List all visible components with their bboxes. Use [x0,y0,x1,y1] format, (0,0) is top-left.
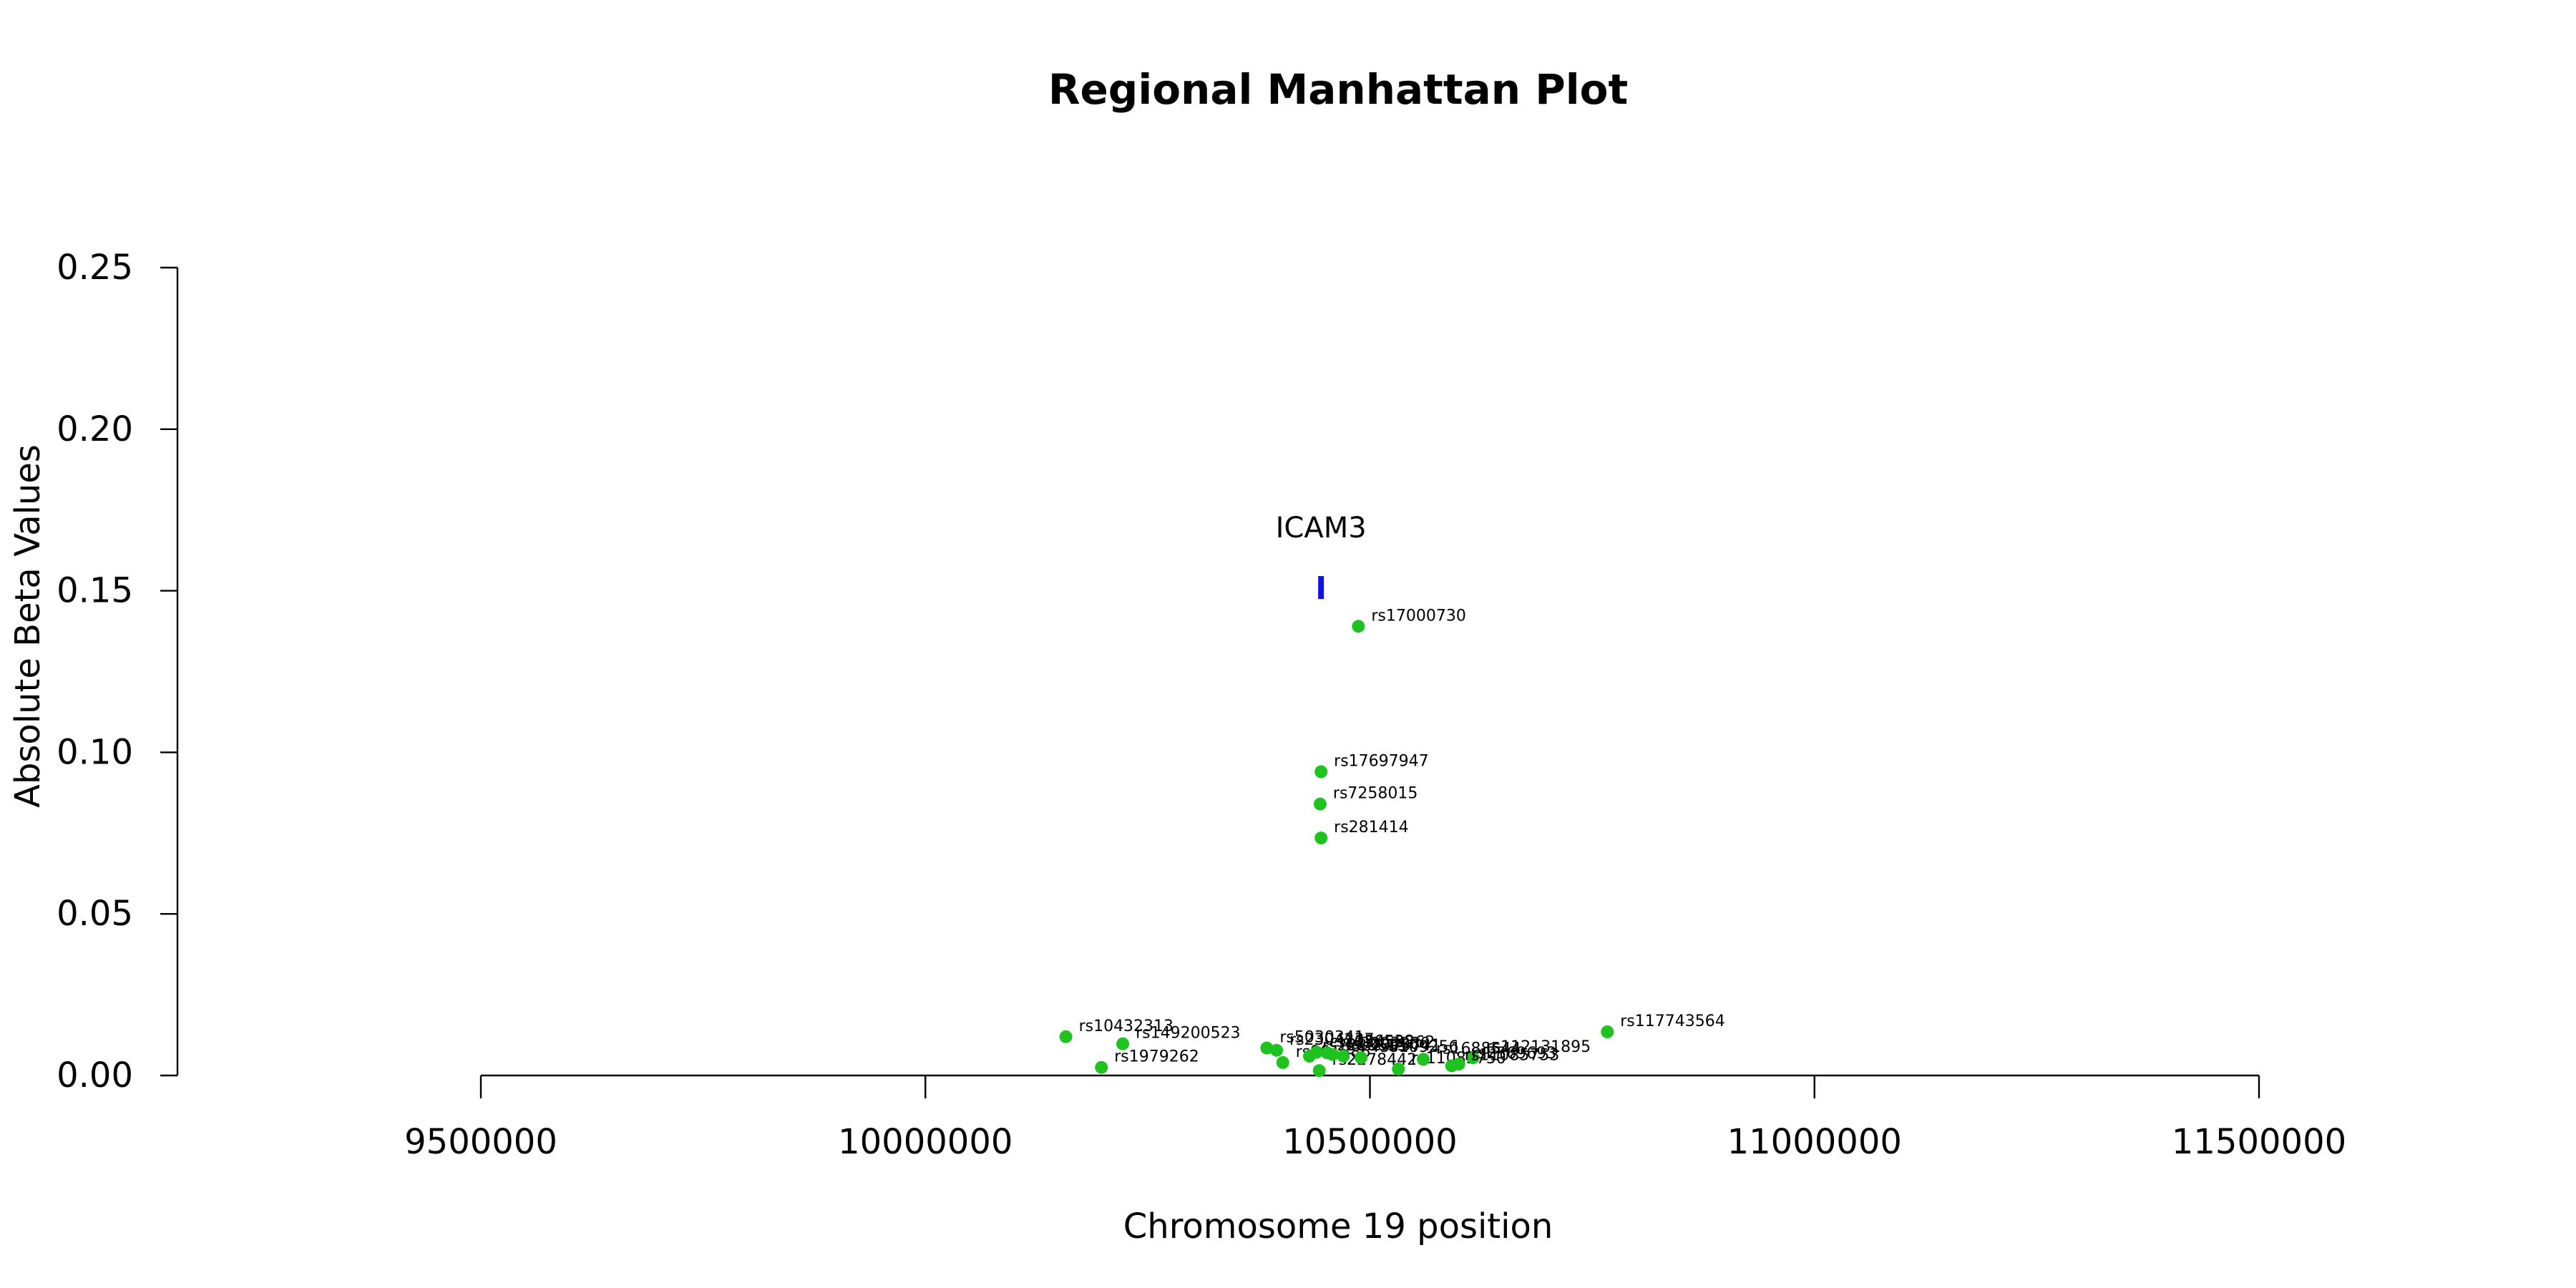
x-tick-label: 10000000 [838,1122,1013,1162]
y-tick-label: 0.10 [57,732,133,772]
snp-label: rs7258015 [1333,785,1418,803]
snp-point [1313,797,1327,811]
x-tick-label: 11500000 [2172,1122,2346,1162]
snp-point [1309,1045,1323,1059]
snp-point [1260,1041,1274,1055]
y-tick-label: 0.05 [57,894,133,934]
snp-point [1314,831,1328,845]
snp-point [1116,1037,1130,1050]
snp-label: rs149200523 [1136,1025,1240,1043]
y-tick-label: 0.25 [57,248,133,288]
snp-point [1392,1062,1405,1075]
snp-point [1059,1030,1073,1043]
snp-point [1326,1048,1340,1061]
snp-point [1312,1064,1326,1078]
snp-label: rs2304237 [1289,1031,1375,1049]
x-tick-label: 10500000 [1282,1122,1457,1162]
snp-label: rs11085753 [1465,1046,1559,1064]
snp-label: rs12459262 [1340,1033,1435,1051]
snp-label: rs2075741 [1356,1037,1441,1055]
y-axis-title: Absolute Beta Values [8,444,48,808]
gene-layer: ICAM3 [1276,512,1367,600]
snp-point [1276,1055,1289,1069]
snp-label: rs281414 [1334,819,1409,836]
snp-point [1417,1053,1430,1066]
y-tick-label: 0.20 [57,409,133,449]
snp-point [1314,765,1328,779]
x-tick-label: 11000000 [1727,1122,1902,1162]
snp-point [1337,1049,1350,1063]
snp-label: rs10432313 [1079,1018,1174,1035]
gene-label: ICAM3 [1276,512,1367,545]
snp-label: rs117743564 [1620,1013,1724,1030]
snp-label: rs112131895 [1486,1038,1591,1056]
y-tick-label: 0.00 [57,1055,133,1096]
y-tick-label: 0.15 [57,571,133,611]
snp-point [1445,1059,1458,1073]
snp-point [1601,1025,1614,1039]
snp-label: rs1979262 [1114,1048,1199,1066]
snp-label: rs5030341 [1279,1029,1365,1047]
snp-point [1270,1043,1284,1057]
snp-point [1466,1051,1480,1065]
points-layer: rs17000730 rs17697947 rs7258015 rs281414 rs1… [1059,607,1725,1078]
axes: 0.00 0.05 0.10 0.15 0.20 0.25 9500000 10000000 1… [57,248,2346,1162]
snp-label: rs1056538 [1330,1033,1415,1050]
snp-label: rs17697947 [1334,752,1428,770]
snp-label: rs3093030 [1345,1035,1430,1053]
snp-label: rs2569693 [1472,1045,1557,1063]
x-axis-title: Chromosome 19 position [1123,1206,1553,1246]
snp-label: rs17000730 [1371,607,1465,625]
x-tick-label: 9500000 [404,1122,557,1162]
chart-title: Regional Manhattan Plot [1048,65,1628,114]
gene-marker [1318,576,1324,600]
snp-point [1352,620,1365,633]
snp-point [1355,1051,1368,1065]
snp-point [1095,1060,1108,1074]
snp-label: rs8109256 [1374,1038,1459,1056]
